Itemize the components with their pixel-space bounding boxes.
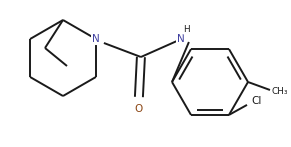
Text: O: O [135, 104, 143, 114]
Text: N: N [92, 34, 100, 44]
Text: H: H [184, 25, 190, 34]
Text: N: N [177, 34, 185, 44]
Text: Cl: Cl [252, 96, 262, 106]
Text: CH₃: CH₃ [272, 87, 288, 96]
